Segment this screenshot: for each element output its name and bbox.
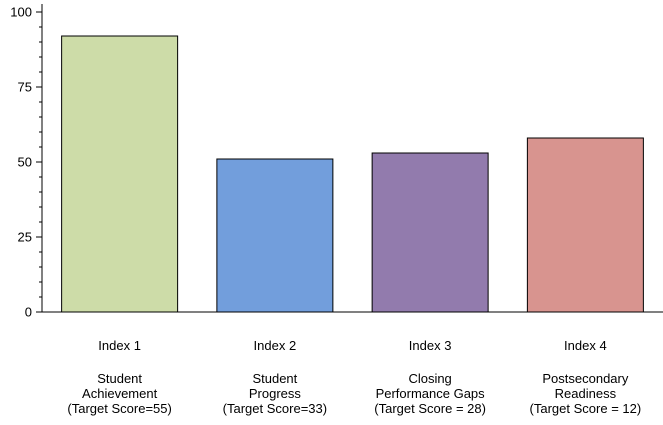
bars <box>61 35 644 313</box>
y-tick-label: 100 <box>10 5 32 20</box>
x-category-label-line: Achievement <box>82 386 158 401</box>
x-category-index-label: Index 1 <box>98 338 141 353</box>
x-category-label-line: (Target Score = 28) <box>374 401 486 416</box>
x-category-label-line: (Target Score=55) <box>67 401 171 416</box>
x-category-label-line: (Target Score = 12) <box>530 401 642 416</box>
bar <box>371 152 489 313</box>
bar <box>526 137 644 313</box>
x-category-label-line: (Target Score=33) <box>223 401 327 416</box>
x-category-label-line: Student <box>97 371 142 386</box>
bar <box>61 35 179 313</box>
x-category-label-line: Performance Gaps <box>376 386 486 401</box>
x-category-index-label: Index 2 <box>254 338 297 353</box>
y-tick-label: 75 <box>18 80 32 95</box>
y-tick-label: 50 <box>18 155 32 170</box>
x-category-label-line: Student <box>252 371 297 386</box>
x-category-label-line: Progress <box>249 386 302 401</box>
y-tick-label: 25 <box>18 230 32 245</box>
x-category-label-line: Closing <box>408 371 451 386</box>
x-category-index-label: Index 4 <box>564 338 607 353</box>
x-category-label-line: Readiness <box>555 386 617 401</box>
x-category-label-line: Postsecondary <box>542 371 628 386</box>
y-tick-label: 0 <box>25 305 32 320</box>
x-category-index-label: Index 3 <box>409 338 452 353</box>
bar <box>216 158 334 313</box>
